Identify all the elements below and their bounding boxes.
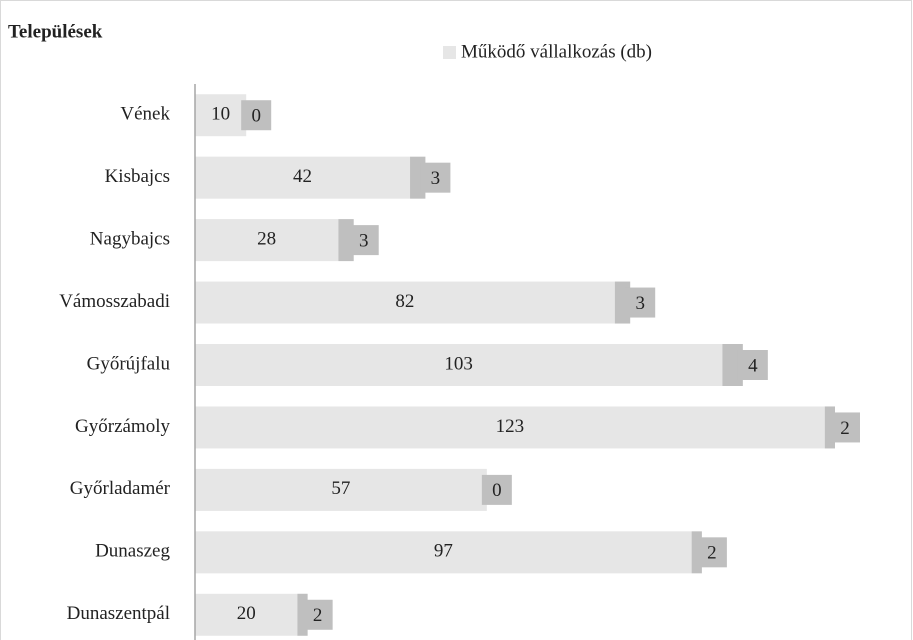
data-label: 10 bbox=[211, 104, 230, 125]
data-label: 42 bbox=[293, 166, 312, 187]
chart-title: Települések bbox=[8, 21, 103, 42]
data-label: 97 bbox=[434, 541, 453, 562]
y-tick-label: Kisbajcs bbox=[105, 166, 170, 187]
y-tick-label: Dunaszentpál bbox=[67, 603, 170, 624]
y-tick-label: Nagybajcs bbox=[90, 228, 170, 249]
data-label-box bbox=[420, 162, 451, 193]
bar-segment bbox=[195, 281, 615, 324]
bar-segment bbox=[195, 219, 339, 262]
legend-label: Működő vállalkozás (db) bbox=[461, 41, 652, 62]
bar-segment bbox=[195, 531, 692, 574]
bar-segment bbox=[297, 593, 308, 636]
y-tick-label: Vámosszabadi bbox=[59, 291, 170, 312]
data-label: 2 bbox=[313, 605, 323, 626]
data-label: 3 bbox=[359, 230, 369, 251]
data-label: 28 bbox=[257, 228, 276, 249]
y-tick-label: Vének bbox=[120, 104, 170, 125]
y-tick-label: Győrladamér bbox=[70, 478, 171, 499]
data-label: 2 bbox=[840, 418, 850, 439]
data-label-box bbox=[302, 599, 333, 630]
data-label-box bbox=[830, 412, 860, 443]
data-label: 4 bbox=[748, 355, 758, 376]
bar-segment bbox=[722, 344, 743, 386]
data-label-box bbox=[737, 350, 768, 380]
bar-segment bbox=[691, 531, 702, 574]
data-label: 57 bbox=[331, 478, 350, 499]
data-label: 82 bbox=[395, 291, 414, 312]
legend-swatch bbox=[443, 46, 456, 59]
y-tick-label: Győrújfalu bbox=[87, 353, 171, 374]
data-label: 20 bbox=[237, 603, 256, 624]
y-tick-label: Dunaszeg bbox=[95, 541, 170, 562]
bar-segment bbox=[195, 406, 825, 449]
bar-segment bbox=[824, 406, 835, 449]
data-label: 0 bbox=[251, 106, 261, 127]
data-label: 103 bbox=[444, 353, 473, 374]
y-tick-label: Győrzámoly bbox=[75, 416, 170, 437]
bar-segment bbox=[195, 468, 487, 511]
data-label-box bbox=[348, 225, 379, 256]
bar-segment bbox=[195, 593, 298, 636]
bar-segment bbox=[195, 94, 247, 137]
data-label: 0 bbox=[492, 480, 502, 501]
data-label-box bbox=[481, 474, 512, 505]
data-label: 2 bbox=[707, 543, 717, 564]
data-label: 3 bbox=[431, 168, 441, 189]
data-label-box bbox=[625, 287, 656, 318]
bar-segment bbox=[195, 156, 411, 199]
data-label: 3 bbox=[635, 293, 645, 314]
data-label-box bbox=[241, 100, 272, 131]
bar-segment bbox=[195, 344, 723, 386]
data-label: 123 bbox=[496, 416, 525, 437]
data-label-box bbox=[696, 537, 727, 568]
